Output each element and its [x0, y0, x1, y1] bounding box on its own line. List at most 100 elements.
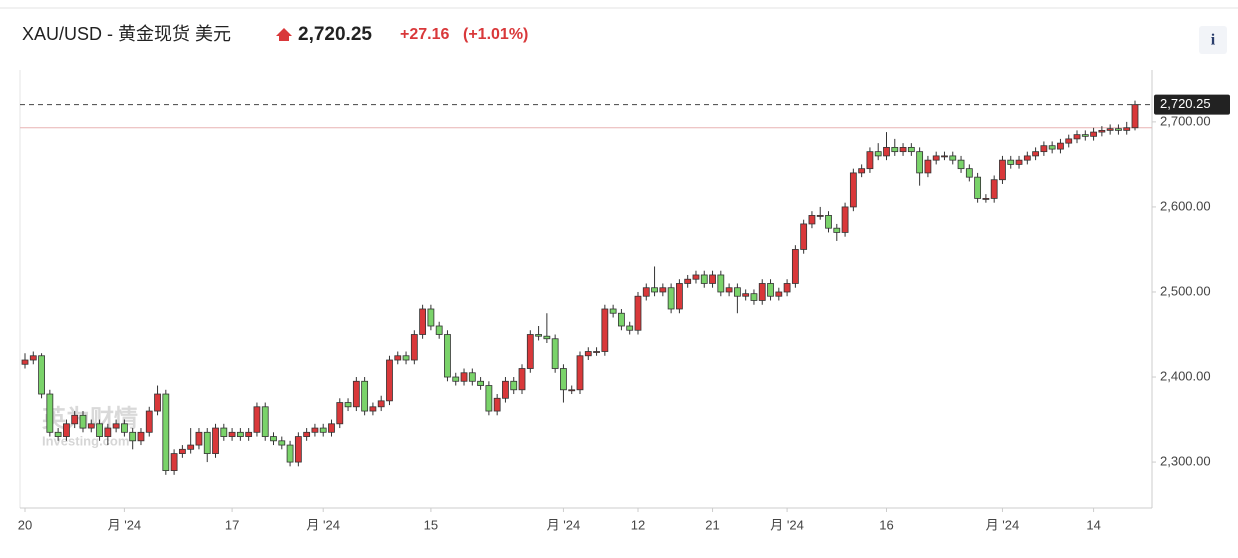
candle-body	[311, 427, 319, 433]
candle-body	[709, 274, 716, 284]
candle-body	[783, 283, 791, 293]
candle-body	[974, 176, 982, 199]
candle-body	[883, 146, 890, 157]
y-tick-label: 2,700.00	[1160, 113, 1211, 128]
x-tick-label: 12	[631, 517, 645, 532]
candle-body	[1048, 145, 1056, 150]
candle-body	[1090, 131, 1097, 137]
candle-body	[866, 151, 874, 170]
candle-body	[270, 436, 277, 442]
x-tick-label: 月 '24	[986, 517, 1020, 532]
candle-body	[112, 423, 120, 429]
candle-body	[468, 372, 476, 382]
candle-body	[1023, 155, 1031, 161]
candle-body	[245, 431, 253, 437]
candle-body	[352, 380, 360, 408]
candle-body	[253, 406, 261, 433]
candle-body	[145, 410, 153, 433]
candle-body	[593, 351, 600, 353]
candle-body	[502, 380, 509, 399]
candle-body	[949, 155, 957, 161]
candle-body	[79, 414, 87, 429]
candle-body	[941, 155, 948, 158]
candle-body	[518, 368, 526, 391]
candle-body	[999, 159, 1006, 181]
y-tick-label: 2,500.00	[1160, 283, 1211, 298]
candle-body	[228, 431, 236, 437]
candle-body	[642, 287, 650, 297]
candle-body	[568, 389, 576, 392]
candle-body	[791, 249, 799, 284]
up-arrow-icon	[276, 28, 292, 41]
candle-body	[477, 380, 484, 386]
y-tick-label: 2,400.00	[1160, 368, 1211, 383]
last-price-tag	[1154, 94, 1230, 115]
candle-body	[700, 274, 708, 284]
candle-body	[427, 308, 435, 327]
candle-body	[1115, 128, 1122, 131]
candle-body	[71, 414, 79, 425]
candle-body	[493, 397, 501, 412]
candle-body	[178, 448, 186, 454]
candle-body	[982, 198, 990, 200]
candle-body	[667, 287, 675, 310]
candle-body	[684, 278, 692, 284]
info-button[interactable]	[1199, 26, 1227, 54]
candle-body	[692, 274, 700, 280]
x-tick-label: 20	[18, 517, 32, 532]
candle-body	[261, 406, 269, 437]
x-tick-label: 15	[424, 517, 438, 532]
candle-body	[601, 308, 609, 352]
candle-body	[618, 312, 625, 327]
x-tick-label: 月 '24	[547, 517, 581, 532]
candle-body	[808, 215, 816, 225]
candle-body	[1081, 134, 1089, 137]
x-tick-label: 月 '24	[108, 517, 142, 532]
candle-body	[916, 151, 924, 174]
candle-body	[891, 146, 899, 153]
candle-body	[419, 308, 427, 335]
candle-body	[825, 215, 832, 229]
candle-body	[435, 325, 443, 335]
candle-body	[924, 159, 932, 174]
candle-body	[560, 368, 567, 391]
candle-body	[758, 283, 766, 301]
candle-body	[386, 359, 393, 402]
candle-body	[121, 423, 128, 433]
candle-body	[410, 334, 418, 361]
candle-body	[278, 440, 286, 446]
candle-body	[651, 287, 658, 293]
candle-body	[750, 293, 758, 301]
candle-body	[328, 423, 335, 433]
candle-body	[510, 380, 518, 391]
candle-body	[1015, 159, 1023, 165]
y-tick-label: 2,600.00	[1160, 198, 1211, 213]
candle-body	[965, 168, 973, 178]
candle-body	[576, 355, 584, 391]
candle-body	[584, 351, 592, 357]
candle-body	[932, 155, 940, 161]
candle-body	[319, 427, 327, 433]
candle-body	[742, 293, 750, 297]
candle-body	[286, 444, 294, 463]
candle-body	[907, 146, 915, 153]
candle-body	[361, 380, 369, 412]
candle-body	[369, 406, 377, 412]
candle-body	[849, 172, 857, 208]
symbol-title: XAU/USD - 黄金现货 美元	[22, 24, 231, 44]
x-tick-label: 21	[705, 517, 719, 532]
candle-body	[162, 393, 170, 471]
candle-body	[858, 168, 866, 174]
last-price: 2,720.25	[298, 24, 372, 45]
candle-body	[1098, 129, 1106, 133]
candle-body	[1040, 145, 1048, 153]
candle-body	[1032, 151, 1039, 157]
last-price-tag-label: 2,720.25	[1160, 96, 1211, 111]
candle-body	[170, 453, 178, 471]
candle-body	[1065, 138, 1073, 144]
candle-body	[957, 159, 965, 170]
price-change: +27.16	[400, 26, 449, 43]
candle-body	[841, 206, 849, 233]
info-icon[interactable]: i	[1211, 32, 1216, 49]
x-tick-label: 16	[879, 517, 893, 532]
